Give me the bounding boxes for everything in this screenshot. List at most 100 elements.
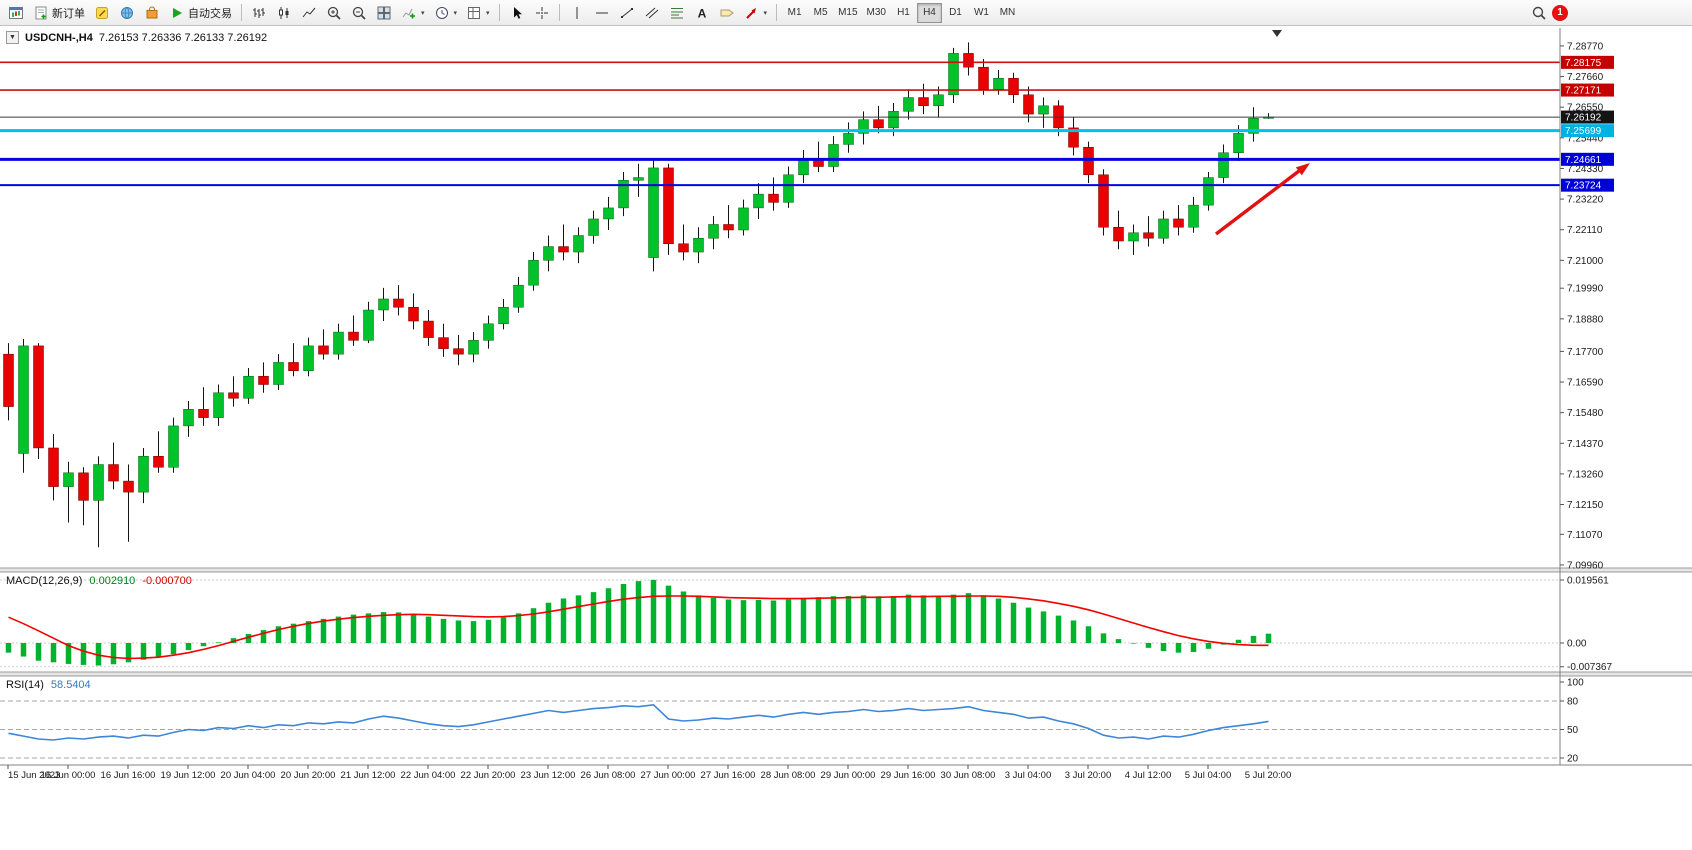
price-badge	[1561, 178, 1614, 192]
timeframe-h4-button[interactable]: H4	[916, 2, 942, 23]
clock-icon	[435, 6, 448, 19]
svg-text:29 Jun 00:00: 29 Jun 00:00	[821, 770, 876, 781]
svg-text:7.24661: 7.24661	[1565, 155, 1602, 166]
svg-text:27 Jun 16:00: 27 Jun 16:00	[701, 770, 756, 781]
svg-text:15 Jun 2023: 15 Jun 2023	[8, 770, 60, 781]
bar-chart-icon	[253, 7, 265, 18]
main-toolbar: 新订单 自动交易 ▾ ▾ ▾	[0, 0, 1692, 26]
metaeditor-button[interactable]	[90, 2, 114, 24]
cursor-button[interactable]	[505, 2, 529, 24]
candlestick-chart-icon	[279, 6, 289, 19]
svg-text:5 Jul 20:00: 5 Jul 20:00	[1245, 770, 1291, 781]
search-icon	[1532, 6, 1546, 20]
timeframe-mn-button[interactable]: MN	[995, 3, 1020, 23]
svg-text:4 Jul 12:00: 4 Jul 12:00	[1125, 770, 1171, 781]
chart-canvas[interactable]: 7.28770 7.27660 7.26550 7.25440 7.24330 7.232…	[0, 26, 1692, 850]
price-axis[interactable]: 7.28770 7.27660 7.26550 7.25440 7.24330 7.232…	[1560, 41, 1614, 765]
crosshair-button[interactable]	[530, 2, 554, 24]
zoom-out-button[interactable]	[347, 2, 371, 24]
autotrading-label: 自动交易	[188, 7, 232, 20]
arrow-object-icon	[745, 7, 756, 19]
svg-text:23 Jun 12:00: 23 Jun 12:00	[521, 770, 576, 781]
svg-text:7.23220: 7.23220	[1567, 195, 1604, 206]
autotrading-button[interactable]: 自动交易	[165, 2, 236, 24]
chart-shift-marker	[1272, 30, 1282, 37]
svg-text:0.019561: 0.019561	[1567, 575, 1609, 586]
horizontal-line-button[interactable]	[590, 2, 614, 24]
timeframe-m15-button[interactable]: M15	[834, 3, 861, 23]
timeframe-h1-button[interactable]: H1	[891, 3, 916, 23]
periods-button[interactable]: ▾	[430, 2, 462, 24]
price-badge	[1561, 110, 1614, 124]
indicators-icon	[402, 8, 415, 18]
timeframe-m30-button[interactable]: M30	[863, 3, 890, 23]
svg-text:7.28175: 7.28175	[1565, 58, 1602, 69]
tile-windows-icon	[377, 6, 391, 19]
text-button[interactable]: A	[690, 2, 714, 24]
svg-text:100: 100	[1567, 678, 1584, 689]
bar-chart-button[interactable]	[247, 2, 271, 24]
toolbar-separator	[241, 4, 242, 21]
channel-icon	[645, 7, 658, 18]
new-order-icon	[35, 6, 47, 19]
indicators-button[interactable]: ▾	[397, 2, 429, 24]
templates-button[interactable]: ▾	[462, 2, 494, 24]
text-label-button[interactable]	[715, 2, 739, 24]
svg-text:7.11070: 7.11070	[1567, 530, 1603, 541]
price-badge	[1561, 55, 1614, 69]
svg-text:7.24330: 7.24330	[1567, 164, 1604, 175]
new-order-button[interactable]: 新订单	[29, 2, 89, 24]
rsi-panel	[0, 700, 1560, 759]
svg-text:7.27171: 7.27171	[1565, 86, 1602, 97]
svg-text:20 Jun 20:00: 20 Jun 20:00	[281, 770, 336, 781]
vertical-line-icon	[576, 6, 578, 19]
chart-window: 7.28770 7.27660 7.26550 7.25440 7.24330 7.232…	[0, 26, 1692, 850]
trendline-icon	[620, 7, 633, 18]
price-badge	[1561, 83, 1614, 97]
arrow-objects-button[interactable]: ▾	[740, 2, 772, 24]
svg-text:16 Jun 16:00: 16 Jun 16:00	[101, 770, 156, 781]
notification-badge[interactable]: 1	[1552, 4, 1568, 21]
price-badge	[1561, 124, 1614, 138]
new-chart-button[interactable]	[4, 2, 28, 24]
svg-text:7.22110: 7.22110	[1567, 225, 1603, 236]
dropdown-caret: ▾	[486, 9, 490, 17]
svg-text:7.27660: 7.27660	[1567, 72, 1604, 83]
vertical-line-button[interactable]	[565, 2, 589, 24]
horizontal-lines-layer[interactable]	[0, 61, 1560, 187]
timeframe-m5-button[interactable]: M5	[808, 3, 833, 23]
text-icon: A	[697, 6, 706, 20]
trendline-button[interactable]	[615, 2, 639, 24]
arrow-annotation[interactable]	[1214, 163, 1310, 236]
timeframe-d1-button[interactable]: D1	[943, 3, 968, 23]
zoom-in-button[interactable]	[322, 2, 346, 24]
svg-text:30 Jun 08:00: 30 Jun 08:00	[941, 770, 996, 781]
new-order-label: 新订单	[52, 7, 85, 20]
svg-text:80: 80	[1567, 697, 1579, 708]
svg-text:A: A	[697, 6, 706, 20]
community-button[interactable]	[115, 2, 139, 24]
tile-windows-button[interactable]	[372, 2, 396, 24]
candlestick-chart-button[interactable]	[272, 2, 296, 24]
svg-text:19 Jun 12:00: 19 Jun 12:00	[161, 770, 216, 781]
svg-text:26 Jun 08:00: 26 Jun 08:00	[581, 770, 636, 781]
collapse-chart-button[interactable]: ▼	[6, 31, 19, 44]
cursor-arrow-icon	[513, 6, 522, 19]
svg-text:7.18880: 7.18880	[1567, 314, 1604, 325]
horizontal-line-icon	[595, 12, 608, 13]
fibonacci-button[interactable]	[665, 2, 689, 24]
svg-text:7.13260: 7.13260	[1567, 469, 1604, 480]
svg-text:50: 50	[1567, 725, 1579, 736]
line-chart-button[interactable]	[297, 2, 321, 24]
timeframe-m1-button[interactable]: M1	[782, 3, 807, 23]
marketplace-button[interactable]	[140, 2, 164, 24]
timeframe-w1-button[interactable]: W1	[969, 3, 994, 23]
search-button[interactable]	[1527, 2, 1551, 24]
svg-text:7.26192: 7.26192	[1565, 113, 1602, 124]
svg-text:7.09960: 7.09960	[1567, 560, 1604, 571]
svg-text:7.15480: 7.15480	[1567, 408, 1604, 419]
equidistant-channel-button[interactable]	[640, 2, 664, 24]
svg-text:7.16590: 7.16590	[1567, 378, 1604, 389]
toolbar-separator	[498, 4, 500, 21]
